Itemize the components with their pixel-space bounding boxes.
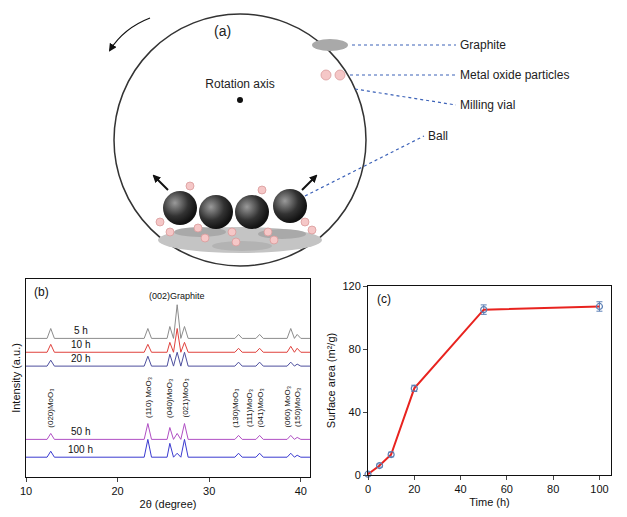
svg-text:50 h: 50 h bbox=[71, 426, 90, 437]
svg-text:(150)MoO₃: (150)MoO₃ bbox=[293, 388, 302, 427]
svg-text:0: 0 bbox=[355, 469, 361, 481]
svg-text:Rotation axis: Rotation axis bbox=[205, 77, 274, 91]
svg-text:100: 100 bbox=[590, 483, 608, 495]
svg-text:(040)MoO₃: (040)MoO₃ bbox=[165, 379, 174, 418]
svg-text:(b): (b) bbox=[34, 285, 49, 299]
svg-text:20: 20 bbox=[408, 483, 420, 495]
svg-text:20: 20 bbox=[111, 485, 123, 497]
svg-text:40: 40 bbox=[295, 485, 307, 497]
svg-text:80: 80 bbox=[349, 343, 361, 355]
svg-text:40: 40 bbox=[454, 483, 466, 495]
svg-text:(a): (a) bbox=[214, 23, 231, 39]
svg-text:5 h: 5 h bbox=[74, 325, 88, 336]
svg-text:(110) MoO₃: (110) MoO₃ bbox=[144, 377, 153, 418]
svg-text:Surface area (m²/g): Surface area (m²/g) bbox=[325, 333, 337, 428]
svg-text:10: 10 bbox=[20, 485, 32, 497]
svg-text:(002)Graphite: (002)Graphite bbox=[149, 291, 205, 301]
svg-text:120: 120 bbox=[342, 280, 360, 292]
svg-text:Milling vial: Milling vial bbox=[460, 98, 515, 112]
svg-text:(c): (c) bbox=[377, 292, 391, 306]
svg-text:60: 60 bbox=[501, 483, 513, 495]
svg-text:(020)MoO₃: (020)MoO₃ bbox=[46, 388, 55, 427]
svg-text:Ball: Ball bbox=[428, 129, 448, 143]
svg-text:Intensity (a.u.): Intensity (a.u.) bbox=[10, 343, 22, 413]
svg-text:2θ (degree): 2θ (degree) bbox=[140, 498, 197, 510]
svg-text:Metal oxide particles: Metal oxide particles bbox=[460, 68, 569, 82]
svg-text:(130)MoO₃: (130)MoO₃ bbox=[231, 388, 240, 427]
svg-text:80: 80 bbox=[547, 483, 559, 495]
svg-text:Graphite: Graphite bbox=[460, 38, 506, 52]
svg-text:0: 0 bbox=[365, 483, 371, 495]
svg-text:(111)MoO₃: (111)MoO₃ bbox=[245, 389, 254, 427]
svg-text:10 h: 10 h bbox=[71, 339, 90, 350]
svg-text:(041)MoO₃: (041)MoO₃ bbox=[256, 388, 265, 427]
svg-text:Time (h): Time (h) bbox=[469, 496, 510, 508]
svg-text:(021)MoO₃: (021)MoO₃ bbox=[181, 378, 190, 417]
svg-text:(060) MoO₃: (060) MoO₃ bbox=[283, 386, 292, 428]
svg-text:30: 30 bbox=[203, 485, 215, 497]
svg-text:100 h: 100 h bbox=[68, 444, 93, 455]
svg-text:40: 40 bbox=[349, 406, 361, 418]
svg-text:20 h: 20 h bbox=[71, 353, 90, 364]
